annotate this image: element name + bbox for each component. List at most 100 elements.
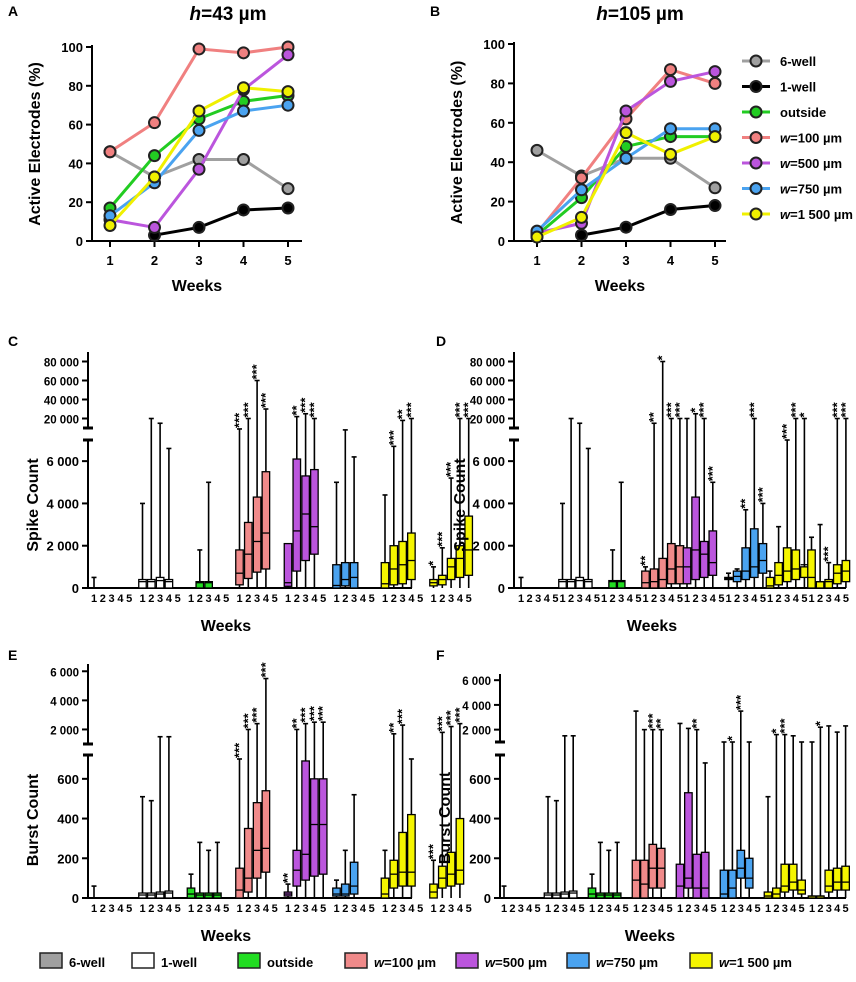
legend-label: outside	[267, 955, 313, 970]
significance-stars: *	[724, 735, 739, 741]
week-label: 2	[553, 903, 559, 915]
significance-stars: **	[638, 555, 653, 566]
significance-stars: ***	[452, 401, 467, 417]
week-label: 4	[360, 903, 367, 915]
significance-stars: ***	[443, 709, 458, 725]
box	[797, 879, 806, 895]
week-label: 4	[311, 903, 318, 915]
box	[616, 579, 626, 589]
y-tick-label: 0	[498, 234, 505, 249]
significance-stars: **	[689, 718, 704, 729]
significance-stars: ***	[403, 401, 418, 417]
week-label: 1	[333, 593, 339, 605]
box	[575, 576, 585, 589]
week-label: 5	[320, 903, 326, 915]
x-tick-label: 1	[106, 253, 113, 268]
box	[292, 458, 302, 572]
y-tick-label: 20	[69, 195, 83, 210]
week-label: 2	[439, 593, 445, 605]
y-axis-label: Spike Count	[452, 458, 469, 552]
box	[832, 867, 842, 891]
panel-letter: A	[8, 3, 18, 19]
week-label: 5	[175, 593, 181, 605]
box	[758, 542, 768, 574]
data-point	[708, 199, 722, 213]
data-point	[237, 104, 250, 118]
data-point	[575, 171, 588, 185]
box	[640, 859, 649, 899]
box	[675, 545, 685, 585]
significance-stars: *	[426, 560, 441, 566]
significance-stars: ***	[306, 705, 321, 721]
box	[558, 578, 567, 589]
box	[164, 578, 174, 589]
y-tick-label: 0	[72, 891, 79, 906]
box	[380, 877, 390, 899]
box	[666, 542, 676, 585]
box	[780, 863, 790, 893]
week-label: 5	[667, 903, 673, 915]
data-point	[708, 65, 722, 79]
x-axis-label: Weeks	[595, 278, 646, 295]
y-tick-label: 4 000	[50, 696, 79, 708]
y-tick-label: 40	[69, 156, 83, 171]
week-label: 1	[559, 593, 565, 605]
week-label: 5	[635, 593, 641, 605]
series-line	[109, 53, 289, 230]
week-label: 1	[765, 903, 771, 915]
significance-stars: **	[386, 722, 401, 733]
week-label: 1	[91, 903, 97, 915]
significance-stars: ***	[829, 401, 844, 417]
week-label: 3	[518, 903, 524, 915]
y-tick-label: 6 000	[472, 454, 505, 469]
box	[464, 515, 474, 576]
week-label: 3	[738, 903, 744, 915]
week-label: 4	[263, 593, 270, 605]
box	[446, 851, 456, 887]
significance-stars: ***	[672, 401, 687, 417]
y-tick-label: 2 000	[472, 539, 505, 554]
week-label: 5	[417, 903, 423, 915]
week-label: 3	[826, 903, 832, 915]
week-label: 4	[544, 593, 551, 605]
y-tick-label: 0	[72, 581, 79, 596]
week-label: 2	[245, 593, 251, 605]
week-label: 2	[100, 903, 106, 915]
box	[204, 581, 214, 589]
week-label: 3	[784, 593, 790, 605]
panel-letter: C	[8, 333, 18, 349]
box	[807, 549, 816, 589]
box	[682, 547, 692, 585]
week-label: 4	[263, 903, 270, 915]
week-label: 4	[614, 903, 621, 915]
legend-marker	[749, 54, 763, 68]
significance-stars: *	[688, 407, 703, 413]
box	[658, 557, 668, 589]
y-tick-label: 0	[76, 234, 83, 249]
box	[824, 578, 834, 589]
legend-label: 6-well	[69, 955, 105, 970]
y-tick-label: 80 000	[470, 358, 505, 370]
week-label: 3	[206, 903, 212, 915]
week-label: 2	[294, 903, 300, 915]
y-tick-label: 200	[57, 851, 79, 866]
data-point	[237, 81, 250, 95]
box	[728, 869, 737, 899]
week-label: 5	[799, 903, 805, 915]
significance-stars: ***	[663, 401, 678, 417]
y-axis-label: Active Electrodes (%)	[449, 61, 466, 225]
box	[261, 790, 271, 873]
y-tick-label: 6 000	[50, 667, 79, 679]
box	[309, 468, 319, 555]
box	[691, 496, 700, 581]
significance-stars: ***	[696, 401, 711, 417]
y-tick-label: 40 000	[470, 396, 505, 408]
week-label: 1	[601, 593, 607, 605]
data-point	[103, 145, 117, 159]
panel-letter: D	[436, 333, 446, 349]
week-label: 1	[501, 903, 507, 915]
week-label: 1	[91, 593, 97, 605]
week-label: 3	[254, 903, 260, 915]
box	[641, 570, 650, 589]
week-label: 1	[139, 593, 145, 605]
